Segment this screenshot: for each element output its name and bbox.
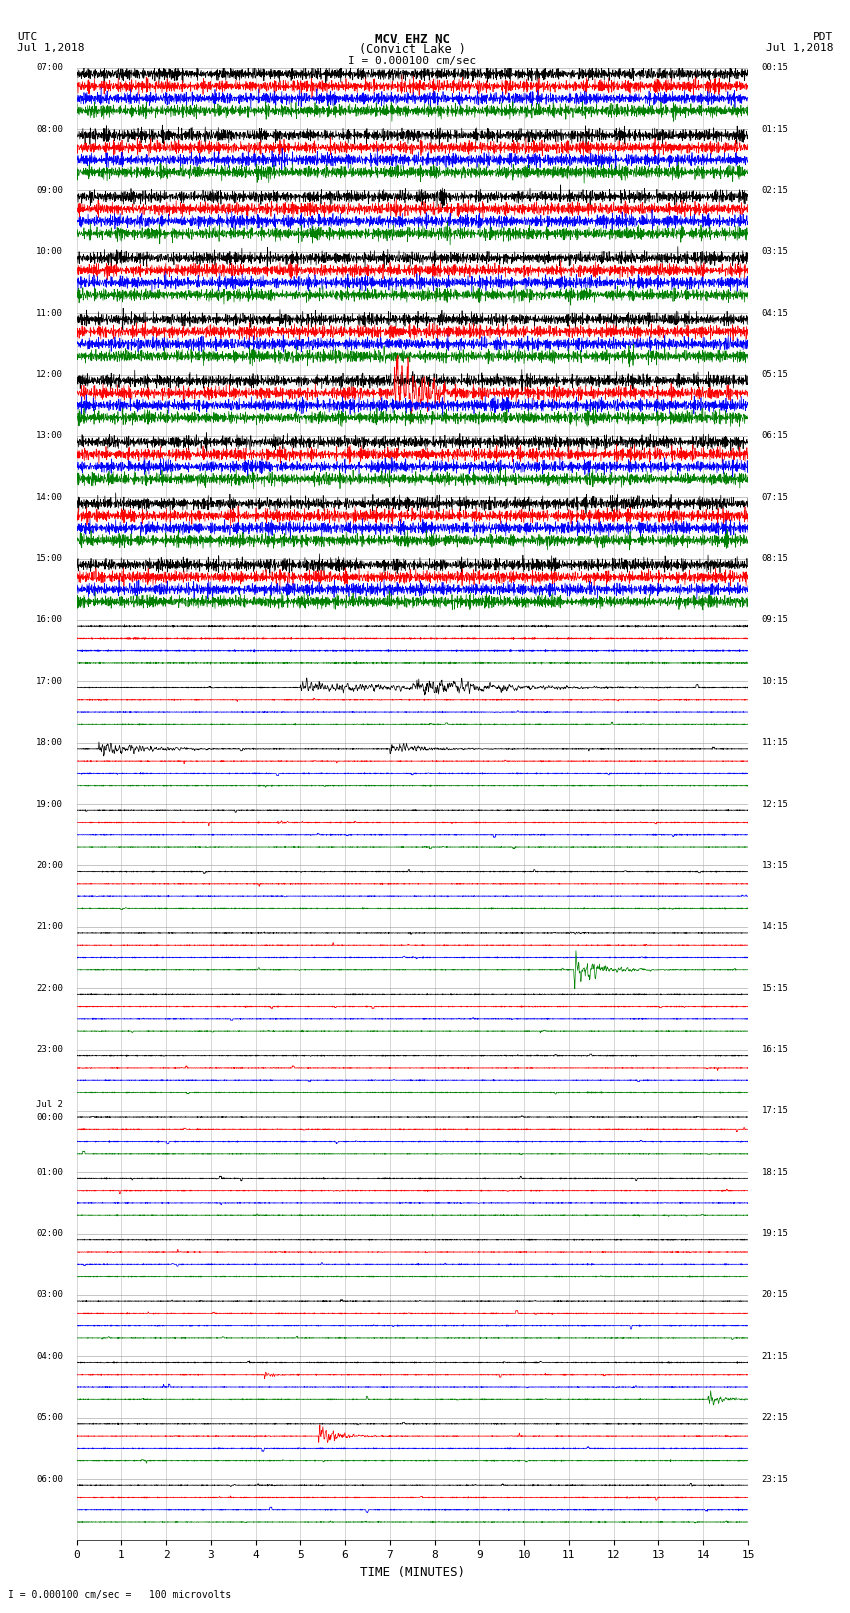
- Text: 18:00: 18:00: [37, 739, 63, 747]
- Text: 09:15: 09:15: [762, 616, 788, 624]
- Text: 16:00: 16:00: [37, 616, 63, 624]
- Text: 20:15: 20:15: [762, 1290, 788, 1300]
- Text: 23:15: 23:15: [762, 1474, 788, 1484]
- Text: I = 0.000100 cm/sec: I = 0.000100 cm/sec: [348, 56, 476, 66]
- Text: 00:00: 00:00: [37, 1113, 63, 1121]
- Text: 11:00: 11:00: [37, 308, 63, 318]
- Text: 04:00: 04:00: [37, 1352, 63, 1361]
- Text: 02:00: 02:00: [37, 1229, 63, 1239]
- Text: 08:00: 08:00: [37, 124, 63, 134]
- Text: 01:15: 01:15: [762, 124, 788, 134]
- Text: 17:00: 17:00: [37, 677, 63, 686]
- Text: Jul 1,2018: Jul 1,2018: [766, 44, 833, 53]
- Text: 23:00: 23:00: [37, 1045, 63, 1053]
- Text: 16:15: 16:15: [762, 1045, 788, 1053]
- Text: 00:15: 00:15: [762, 63, 788, 73]
- Text: 11:15: 11:15: [762, 739, 788, 747]
- X-axis label: TIME (MINUTES): TIME (MINUTES): [360, 1566, 465, 1579]
- Text: 15:15: 15:15: [762, 984, 788, 992]
- Text: 21:00: 21:00: [37, 923, 63, 931]
- Text: 08:15: 08:15: [762, 555, 788, 563]
- Text: 02:15: 02:15: [762, 185, 788, 195]
- Text: 07:00: 07:00: [37, 63, 63, 73]
- Text: 21:15: 21:15: [762, 1352, 788, 1361]
- Text: 22:00: 22:00: [37, 984, 63, 992]
- Text: 20:00: 20:00: [37, 861, 63, 869]
- Text: 17:15: 17:15: [762, 1107, 788, 1115]
- Text: 04:15: 04:15: [762, 308, 788, 318]
- Text: Jul 1,2018: Jul 1,2018: [17, 44, 84, 53]
- Text: 06:00: 06:00: [37, 1474, 63, 1484]
- Text: 05:00: 05:00: [37, 1413, 63, 1423]
- Text: 13:00: 13:00: [37, 431, 63, 440]
- Text: (Convict Lake ): (Convict Lake ): [359, 44, 466, 56]
- Text: 22:15: 22:15: [762, 1413, 788, 1423]
- Text: 10:00: 10:00: [37, 247, 63, 256]
- Text: I = 0.000100 cm/sec =   100 microvolts: I = 0.000100 cm/sec = 100 microvolts: [8, 1590, 232, 1600]
- Text: 03:15: 03:15: [762, 247, 788, 256]
- Text: 15:00: 15:00: [37, 555, 63, 563]
- Text: UTC: UTC: [17, 32, 37, 42]
- Text: 19:00: 19:00: [37, 800, 63, 808]
- Text: 19:15: 19:15: [762, 1229, 788, 1239]
- Text: 05:15: 05:15: [762, 369, 788, 379]
- Text: 13:15: 13:15: [762, 861, 788, 869]
- Text: Jul 2: Jul 2: [37, 1100, 63, 1110]
- Text: 12:15: 12:15: [762, 800, 788, 808]
- Text: 01:00: 01:00: [37, 1168, 63, 1177]
- Text: 14:15: 14:15: [762, 923, 788, 931]
- Text: MCV EHZ NC: MCV EHZ NC: [375, 32, 450, 45]
- Text: 18:15: 18:15: [762, 1168, 788, 1177]
- Text: 03:00: 03:00: [37, 1290, 63, 1300]
- Text: PDT: PDT: [813, 32, 833, 42]
- Text: 07:15: 07:15: [762, 494, 788, 502]
- Text: 09:00: 09:00: [37, 185, 63, 195]
- Text: 10:15: 10:15: [762, 677, 788, 686]
- Text: 06:15: 06:15: [762, 431, 788, 440]
- Text: 14:00: 14:00: [37, 494, 63, 502]
- Text: 12:00: 12:00: [37, 369, 63, 379]
